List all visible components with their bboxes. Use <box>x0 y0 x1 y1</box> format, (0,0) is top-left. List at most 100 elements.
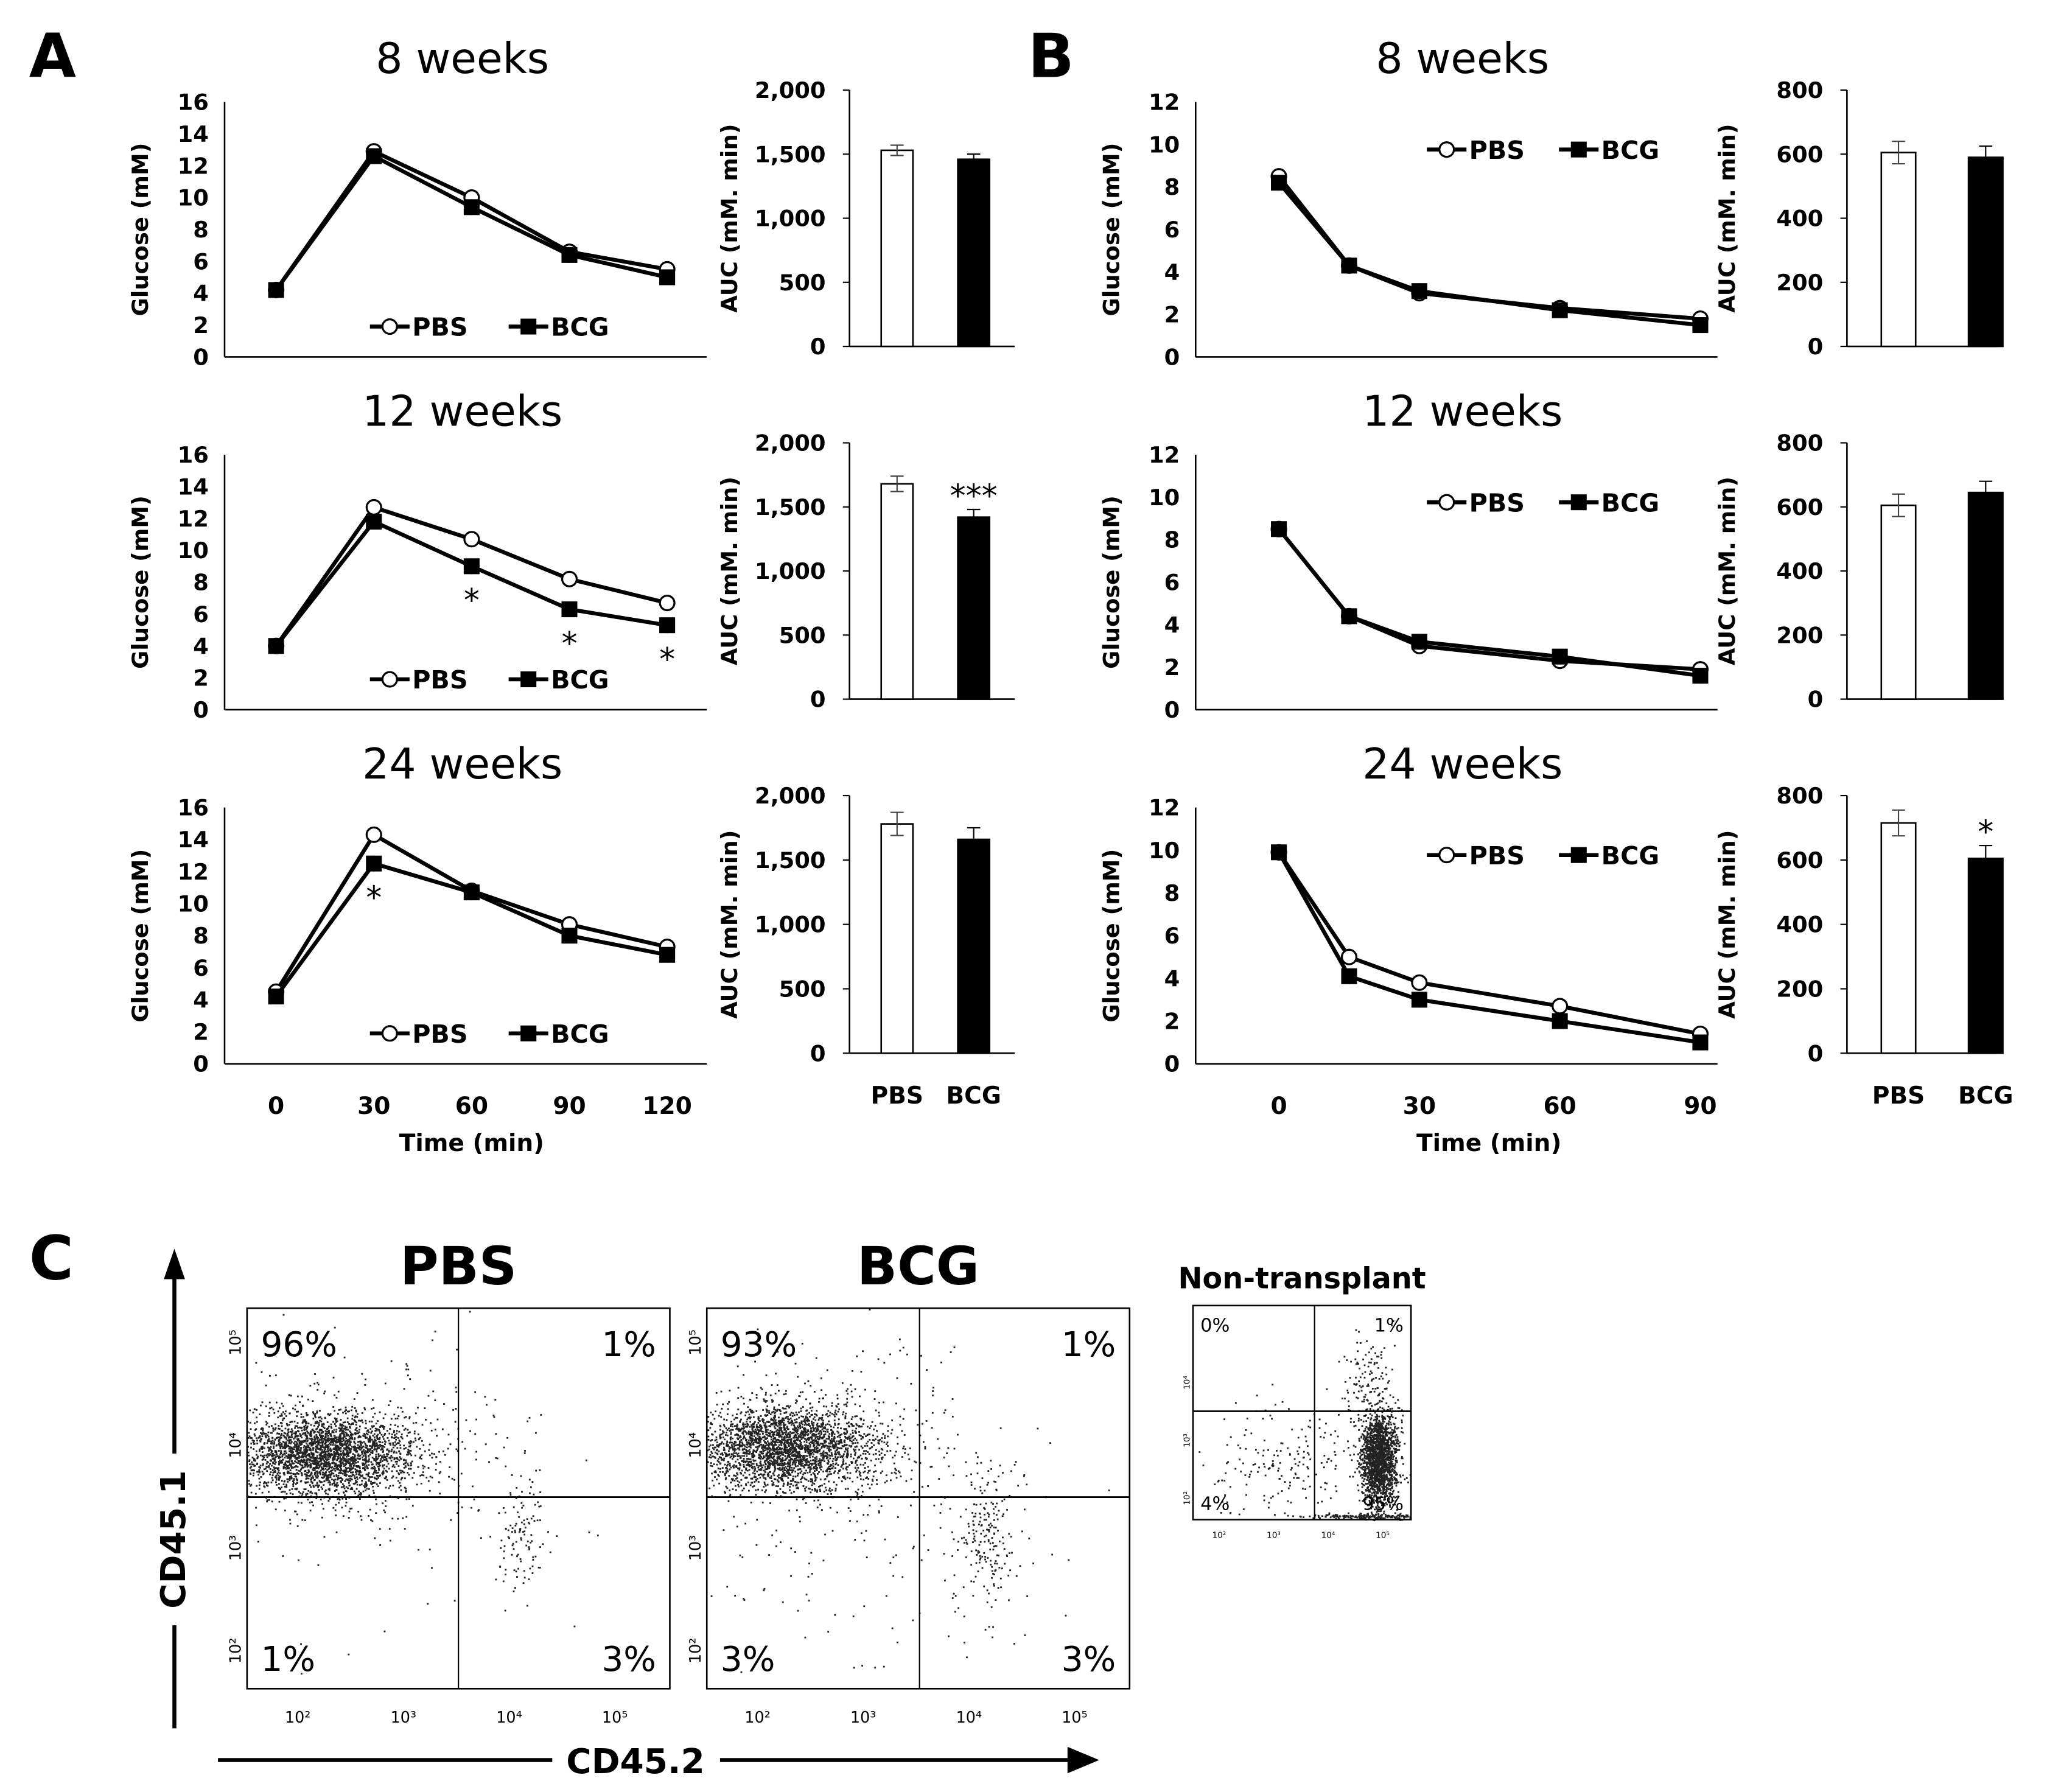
event-dot <box>288 1454 290 1457</box>
event-dot <box>874 1424 877 1427</box>
y-tick-label: 14 <box>178 827 209 853</box>
event-dot <box>316 1438 318 1440</box>
event-dot <box>415 1412 417 1415</box>
event-dot <box>381 1460 383 1462</box>
event-dot <box>340 1443 343 1445</box>
event-dot <box>791 1471 793 1474</box>
event-dot <box>831 1405 833 1407</box>
y-tick-label: 10 <box>1149 485 1180 511</box>
y-tick-label: 0 <box>1164 344 1180 370</box>
event-dot <box>279 1461 281 1464</box>
event-dot <box>867 1440 869 1443</box>
y-tick-label: 8 <box>1164 174 1180 200</box>
event-dot <box>811 1442 813 1444</box>
event-dot <box>349 1484 351 1486</box>
event-dot <box>839 1434 842 1436</box>
event-dot <box>808 1423 810 1425</box>
event-dot <box>515 1497 517 1499</box>
event-dot <box>856 1441 859 1444</box>
event-dot <box>309 1434 312 1437</box>
event-dot <box>275 1467 277 1469</box>
data-point-bcg <box>659 617 676 634</box>
event-dot <box>718 1444 721 1446</box>
event-dot <box>762 1444 765 1446</box>
event-dot <box>355 1488 358 1490</box>
event-dot <box>339 1456 341 1458</box>
event-dot <box>422 1471 424 1474</box>
event-dot <box>782 1422 785 1424</box>
event-dot <box>817 1499 819 1502</box>
event-dot <box>408 1441 410 1443</box>
event-dot <box>271 1500 273 1503</box>
event-dot <box>807 1424 810 1426</box>
event-dot <box>275 1451 278 1454</box>
event-dot <box>355 1480 357 1482</box>
event-dot <box>730 1446 732 1449</box>
event-dot <box>314 1492 317 1494</box>
event-dot <box>317 1426 320 1428</box>
event-dot <box>311 1455 313 1457</box>
event-dot <box>792 1412 794 1415</box>
event-dot <box>292 1430 293 1432</box>
event-dot <box>422 1444 425 1446</box>
event-dot <box>828 1487 831 1489</box>
event-dot <box>279 1459 281 1461</box>
event-dot <box>405 1416 407 1418</box>
event-dot <box>340 1437 343 1440</box>
event-dot <box>509 1524 512 1527</box>
event-dot <box>287 1440 290 1441</box>
event-dot <box>309 1442 312 1444</box>
event-dot <box>320 1473 321 1475</box>
event-dot <box>349 1458 352 1461</box>
event-dot <box>334 1417 336 1419</box>
event-dot <box>407 1374 409 1377</box>
event-dot <box>379 1445 382 1447</box>
event-dot <box>379 1544 381 1546</box>
event-dot <box>384 1413 387 1415</box>
event-dot <box>858 1455 860 1458</box>
event-dot <box>500 1539 503 1542</box>
event-dot <box>287 1471 290 1473</box>
event-dot <box>307 1499 309 1500</box>
event-dot <box>371 1450 374 1452</box>
event-dot <box>368 1464 370 1466</box>
event-dot <box>334 1468 336 1470</box>
event-dot <box>289 1455 291 1458</box>
event-dot <box>740 1436 742 1438</box>
event-dot <box>833 1419 836 1421</box>
event-dot <box>378 1447 380 1449</box>
event-dot <box>431 1567 433 1569</box>
event-dot <box>304 1463 306 1466</box>
event-dot <box>349 1477 351 1480</box>
event-dot <box>757 1447 759 1450</box>
event-dot <box>713 1448 715 1451</box>
event-dot <box>455 1387 457 1388</box>
event-dot <box>320 1499 322 1500</box>
event-dot <box>388 1404 390 1407</box>
event-dot <box>300 1468 302 1471</box>
event-dot <box>351 1418 354 1420</box>
event-dot <box>284 1436 286 1438</box>
event-dot <box>866 1476 868 1479</box>
event-dot <box>281 1460 283 1462</box>
event-dot <box>299 1463 301 1465</box>
event-dot <box>788 1406 790 1409</box>
event-dot <box>823 1446 825 1449</box>
event-dot <box>418 1438 420 1441</box>
event-dot <box>837 1447 839 1449</box>
event-dot <box>324 1433 327 1436</box>
event-dot <box>332 1458 335 1461</box>
error-bar <box>890 475 904 492</box>
event-dot <box>439 1461 441 1463</box>
event-dot <box>284 1447 287 1450</box>
event-dot <box>329 1454 331 1456</box>
event-dot <box>791 1466 793 1469</box>
event-dot <box>747 1463 749 1465</box>
error-bar <box>890 811 904 836</box>
event-dot <box>384 1382 387 1385</box>
event-dot <box>765 1429 767 1431</box>
event-dot <box>736 1423 738 1426</box>
event-dot <box>359 1471 361 1472</box>
event-dot <box>774 1411 777 1413</box>
